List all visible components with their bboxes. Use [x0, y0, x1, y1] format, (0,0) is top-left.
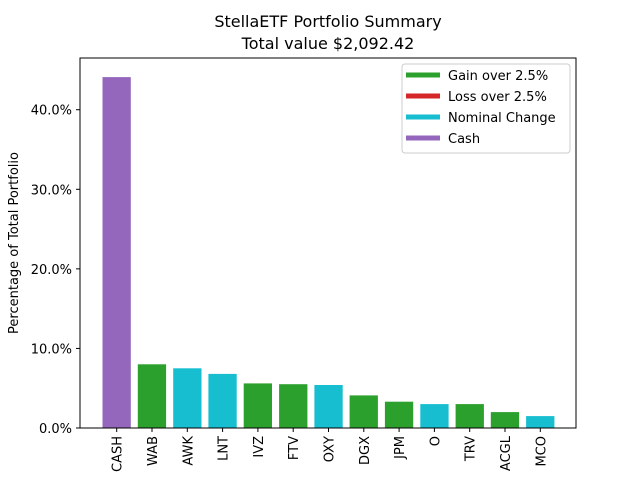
x-tick-label: IVZ — [252, 436, 267, 458]
x-tick-label: ACGL — [499, 435, 514, 471]
bar-oxy — [314, 385, 343, 428]
legend-label-gain: Gain over 2.5% — [448, 69, 548, 84]
bar-wab — [137, 364, 167, 428]
x-tick-label: CASH — [111, 436, 126, 472]
y-tick-label: 10.0% — [31, 342, 72, 357]
x-tick-label: WAB — [146, 436, 161, 466]
x-tick-label: O — [428, 436, 443, 446]
y-tick-label: 30.0% — [31, 183, 72, 198]
y-ticks-group: 0.0% 10.0% 20.0% 30.0% 40.0% — [31, 104, 80, 437]
legend-label-nominal: Nominal Change — [448, 111, 556, 126]
chart-subtitle: Total value $2,092.42 — [241, 34, 415, 53]
legend-label-loss: Loss over 2.5% — [448, 90, 547, 105]
bars-group — [102, 77, 555, 428]
x-tick-label: LNT — [217, 436, 232, 461]
x-tick-label: TRV — [464, 436, 479, 462]
bar-ftv — [279, 384, 308, 428]
x-tick-label: DGX — [358, 436, 373, 465]
chart-title: StellaETF Portfolio Summary — [214, 12, 441, 31]
bar-ivz — [243, 383, 272, 428]
y-tick-label: 40.0% — [31, 104, 72, 119]
x-tick-label: FTV — [287, 436, 302, 460]
bar-dgx — [349, 395, 378, 428]
x-tick-label: JPM — [393, 436, 408, 460]
y-axis-label: Percentage of Total Portfolio — [7, 152, 22, 334]
bar-jpm — [384, 401, 414, 428]
bar-cash — [102, 77, 131, 428]
legend: Gain over 2.5% Loss over 2.5% Nominal Chan… — [401, 63, 571, 154]
bar-lnt — [208, 373, 237, 428]
legend-box — [401, 63, 571, 154]
legend-label-cash: Cash — [448, 132, 480, 147]
bar-mco — [526, 416, 555, 428]
bar-trv — [455, 404, 484, 428]
x-ticks-group: CASH WAB AWK LNT IVZ FTV OXY DGX JPM O TRV ACGL MCO — [111, 428, 549, 472]
bar-awk — [173, 368, 202, 428]
y-tick-label: 20.0% — [31, 263, 72, 278]
bar-acgl — [490, 412, 520, 428]
plot-frame — [79, 57, 577, 429]
x-tick-label: OXY — [323, 436, 338, 462]
y-tick-label: 0.0% — [39, 422, 72, 437]
bar-o — [420, 404, 449, 428]
x-tick-label: MCO — [534, 436, 549, 467]
x-tick-label: AWK — [181, 436, 196, 466]
